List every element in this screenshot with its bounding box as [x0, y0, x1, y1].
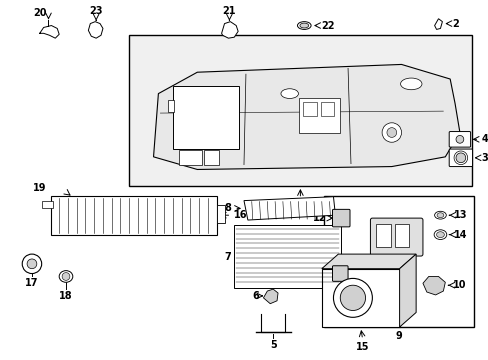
- Bar: [41, 201, 53, 208]
- Circle shape: [333, 278, 371, 317]
- Bar: [129, 35, 470, 186]
- Bar: [320, 102, 334, 116]
- Bar: [375, 224, 390, 247]
- Circle shape: [455, 153, 465, 163]
- Ellipse shape: [299, 23, 308, 28]
- Text: 7: 7: [224, 252, 231, 262]
- Text: 20: 20: [33, 8, 46, 18]
- Ellipse shape: [59, 271, 73, 282]
- Polygon shape: [153, 64, 459, 170]
- Polygon shape: [434, 19, 442, 30]
- Polygon shape: [321, 254, 415, 269]
- Circle shape: [22, 254, 41, 274]
- Bar: [51, 196, 216, 235]
- Polygon shape: [244, 197, 335, 220]
- Bar: [323, 196, 473, 327]
- Text: 13: 13: [453, 210, 467, 220]
- Ellipse shape: [436, 232, 444, 238]
- Ellipse shape: [436, 213, 443, 218]
- Text: 14: 14: [453, 230, 467, 240]
- Text: 3: 3: [480, 153, 487, 163]
- Circle shape: [62, 273, 70, 280]
- Polygon shape: [40, 26, 59, 38]
- FancyBboxPatch shape: [448, 131, 469, 147]
- Polygon shape: [221, 22, 238, 38]
- Ellipse shape: [433, 230, 446, 239]
- Text: 1: 1: [296, 203, 303, 212]
- Text: 21: 21: [222, 6, 236, 16]
- Bar: [234, 225, 341, 288]
- FancyBboxPatch shape: [448, 149, 471, 167]
- Bar: [216, 206, 224, 223]
- Text: 4: 4: [480, 134, 487, 144]
- Polygon shape: [422, 276, 445, 295]
- Ellipse shape: [281, 89, 298, 99]
- Bar: [168, 100, 174, 112]
- FancyBboxPatch shape: [370, 218, 422, 256]
- Text: 23: 23: [89, 6, 102, 16]
- Text: 18: 18: [59, 291, 73, 301]
- Circle shape: [455, 135, 463, 143]
- Text: 12: 12: [312, 213, 326, 223]
- Text: 6: 6: [252, 291, 259, 301]
- Circle shape: [381, 123, 401, 142]
- Bar: [179, 150, 202, 165]
- Bar: [303, 102, 316, 116]
- Text: 16: 16: [234, 210, 247, 220]
- Text: 2: 2: [451, 19, 458, 28]
- Ellipse shape: [400, 78, 421, 90]
- Text: 10: 10: [452, 280, 466, 290]
- Bar: [203, 150, 218, 165]
- FancyBboxPatch shape: [332, 266, 347, 281]
- Text: 22: 22: [320, 21, 334, 31]
- Bar: [394, 224, 408, 247]
- Circle shape: [27, 259, 37, 269]
- Circle shape: [453, 151, 467, 165]
- Polygon shape: [88, 22, 103, 38]
- Text: 9: 9: [394, 331, 401, 341]
- Polygon shape: [263, 289, 278, 304]
- Text: 19: 19: [33, 183, 46, 193]
- Ellipse shape: [434, 211, 446, 219]
- Text: 11: 11: [312, 269, 326, 279]
- FancyBboxPatch shape: [332, 210, 349, 227]
- Text: 8: 8: [224, 203, 231, 213]
- Polygon shape: [399, 254, 415, 327]
- Text: 5: 5: [269, 340, 276, 350]
- Circle shape: [340, 285, 365, 311]
- Text: 17: 17: [25, 278, 39, 288]
- Bar: [173, 86, 239, 149]
- Text: 15: 15: [355, 342, 368, 352]
- Circle shape: [386, 128, 396, 138]
- Bar: [299, 99, 340, 132]
- Bar: [321, 269, 399, 327]
- Ellipse shape: [297, 22, 310, 30]
